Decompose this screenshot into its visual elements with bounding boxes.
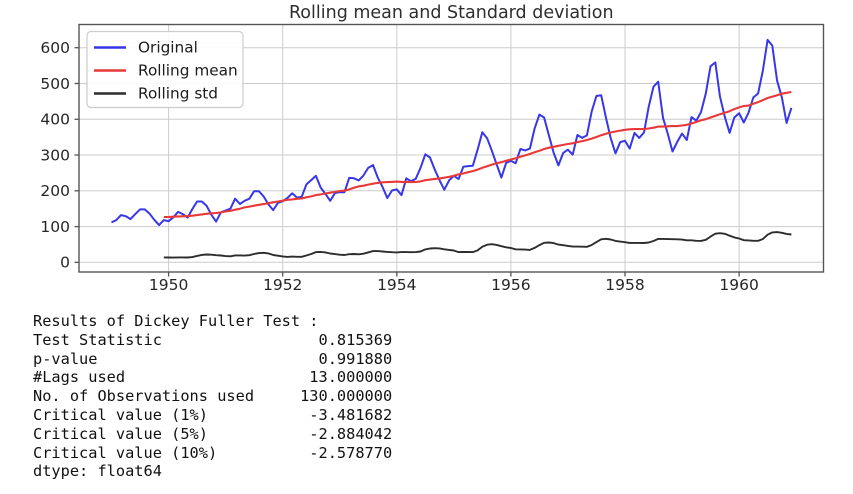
legend-label: Rolling std xyxy=(138,85,218,103)
x-axis xyxy=(167,272,740,277)
svg-text:200: 200 xyxy=(40,182,70,200)
dickey-fuller-output: Results of Dickey Fuller Test : Test Sta… xyxy=(33,312,393,481)
y-tick-labels: 0 100 200 300 400 500 600 xyxy=(40,39,70,272)
svg-text:1950: 1950 xyxy=(149,276,188,294)
svg-text:1952: 1952 xyxy=(263,276,302,294)
svg-text:1958: 1958 xyxy=(605,276,644,294)
x-tick-labels: 1950 1952 1954 1956 1958 1960 xyxy=(149,276,759,294)
svg-text:500: 500 xyxy=(40,75,70,93)
svg-text:600: 600 xyxy=(40,39,70,57)
svg-text:1960: 1960 xyxy=(719,276,758,294)
svg-text:300: 300 xyxy=(40,146,70,164)
plot-frame xyxy=(78,23,825,273)
svg-text:400: 400 xyxy=(40,111,70,129)
svg-text:100: 100 xyxy=(40,218,70,236)
rolling-stats-chart: Rolling mean and Standard deviation 0 100 2… xyxy=(40,3,825,294)
legend-label: Original xyxy=(138,39,198,57)
rolling-std-line xyxy=(163,231,792,259)
chart-title: Rolling mean and Standard deviation xyxy=(289,3,614,23)
svg-text:0: 0 xyxy=(60,254,70,272)
svg-text:1954: 1954 xyxy=(377,276,416,294)
svg-text:1956: 1956 xyxy=(491,276,530,294)
y-axis xyxy=(74,47,79,263)
legend-label: Rolling mean xyxy=(138,62,238,80)
rolling-mean-line xyxy=(163,90,792,219)
legend: Original Rolling mean Rolling std xyxy=(86,30,244,109)
